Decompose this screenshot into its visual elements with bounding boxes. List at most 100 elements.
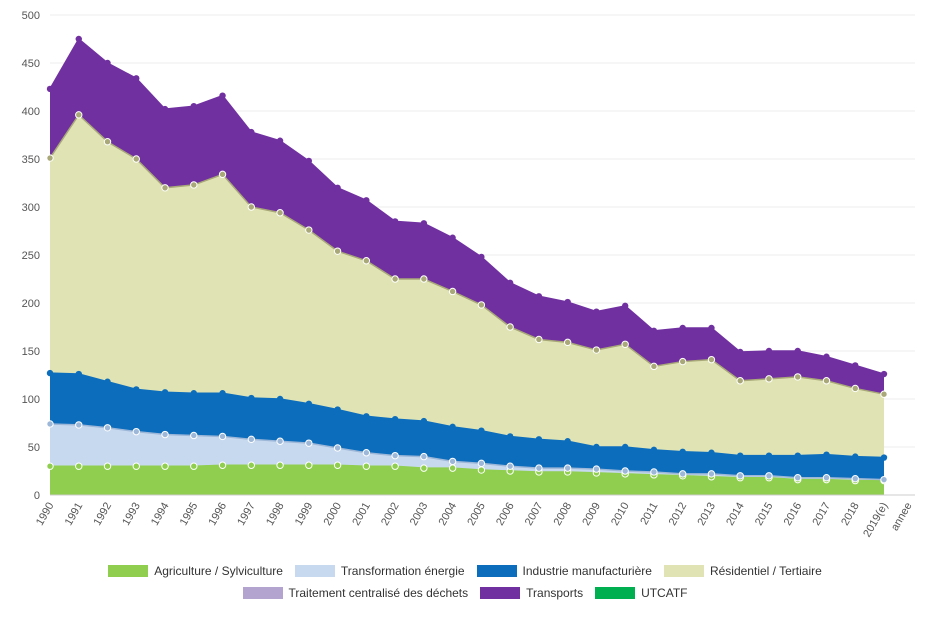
y-tick-label: 500 [22, 10, 40, 22]
data-point [621, 467, 629, 475]
data-point [765, 375, 773, 383]
data-point [103, 424, 112, 432]
x-tick-label: 1995 [178, 501, 201, 528]
x-tick-label: 2001 [350, 501, 373, 528]
legend-item[interactable]: UTCATF [595, 586, 688, 600]
data-point [362, 449, 371, 457]
data-point [535, 335, 543, 344]
x-tick-label: 2005 [465, 501, 488, 528]
x-tick-label: 1990 [34, 501, 57, 528]
data-point [420, 220, 428, 227]
x-tick-label: 2004 [437, 501, 460, 528]
data-point [477, 459, 486, 468]
data-point [650, 362, 658, 371]
data-point [794, 347, 801, 355]
x-tick-label: 1994 [149, 501, 172, 528]
series-line [49, 37, 885, 375]
data-point [333, 247, 342, 255]
data-point [104, 378, 111, 385]
data-point [391, 451, 399, 460]
legend-swatch [242, 587, 283, 599]
data-point [190, 390, 197, 397]
legend-item[interactable]: Industrie manufacturière [476, 564, 652, 578]
x-tick-label: 2015 [753, 501, 776, 528]
legend-row: Traitement centralisé des déchets Transpo… [0, 582, 930, 604]
x-tick-label: 2002 [379, 501, 402, 528]
data-point [621, 443, 629, 451]
data-point [851, 384, 859, 393]
legend-label: Agriculture / Sylviculture [154, 564, 283, 578]
legend-swatch [480, 587, 521, 599]
y-tick-label: 200 [22, 298, 40, 310]
legend-row: Agriculture / Sylviculture Transformation… [0, 560, 930, 582]
x-tick-label: 1996 [207, 501, 230, 528]
x-tick-label: 2011 [638, 501, 660, 527]
legend-label: Transports [526, 586, 584, 600]
data-point [46, 85, 54, 93]
y-tick-label: 150 [22, 346, 40, 358]
data-point [305, 226, 313, 234]
series-area [50, 423, 884, 481]
data-point [707, 355, 716, 364]
y-tick-label: 400 [22, 106, 40, 118]
data-point [133, 386, 140, 393]
y-tick-label: 300 [22, 202, 40, 214]
y-tick-label: 450 [22, 58, 40, 70]
legend-item[interactable]: Traitement centralisé des déchets [242, 586, 469, 600]
data-point [765, 472, 773, 480]
data-point [305, 157, 313, 165]
data-point [478, 427, 485, 434]
data-point [478, 253, 485, 261]
legend-item[interactable]: Résidentiel / Tertiaire [663, 564, 822, 578]
data-point [334, 184, 341, 191]
data-point [678, 357, 687, 366]
data-point [46, 462, 54, 470]
data-point [103, 138, 112, 146]
data-point [46, 420, 54, 428]
data-point [708, 449, 715, 456]
legend-item[interactable]: Transports [480, 586, 583, 600]
data-point [448, 287, 457, 296]
data-point [592, 346, 601, 354]
legend-item[interactable]: Transformation énergie [294, 564, 465, 578]
data-point [765, 452, 773, 459]
data-point [218, 170, 227, 179]
legend-swatch [476, 565, 517, 577]
legend-item[interactable]: Agriculture / Sylviculture [108, 564, 283, 578]
data-point [823, 353, 830, 360]
data-point [448, 457, 457, 466]
data-point [535, 464, 543, 472]
data-point [564, 298, 571, 306]
legend-label: Traitement centralisé des déchets [288, 586, 469, 600]
series-line [49, 372, 885, 459]
data-point [276, 461, 284, 469]
legend-swatch [595, 587, 636, 599]
data-point [161, 430, 169, 439]
data-point [822, 377, 831, 385]
data-point [133, 75, 140, 82]
chart-legend: Agriculture / Sylviculture Transformation… [0, 560, 930, 604]
data-point [563, 464, 572, 472]
data-point [161, 184, 169, 192]
x-tick-label: 2012 [667, 501, 690, 528]
x-tick-label: 1991 [63, 501, 86, 528]
x-tick-label: 2016 [782, 501, 805, 528]
data-point [276, 395, 284, 403]
legend-label: Industrie manufacturière [522, 564, 652, 578]
data-point [305, 461, 313, 469]
x-tick-label: 2007 [523, 501, 546, 528]
y-tick-label: 100 [22, 394, 40, 406]
data-point [247, 203, 256, 211]
data-point [75, 421, 83, 429]
series-line [49, 423, 885, 481]
legend-swatch [294, 565, 335, 577]
y-tick-label: 0 [34, 490, 40, 502]
data-point [75, 35, 82, 43]
series-area [50, 39, 884, 395]
data-point [593, 443, 600, 451]
data-point [506, 279, 514, 287]
data-point [132, 427, 140, 436]
data-point [161, 105, 169, 113]
data-point [276, 137, 284, 144]
